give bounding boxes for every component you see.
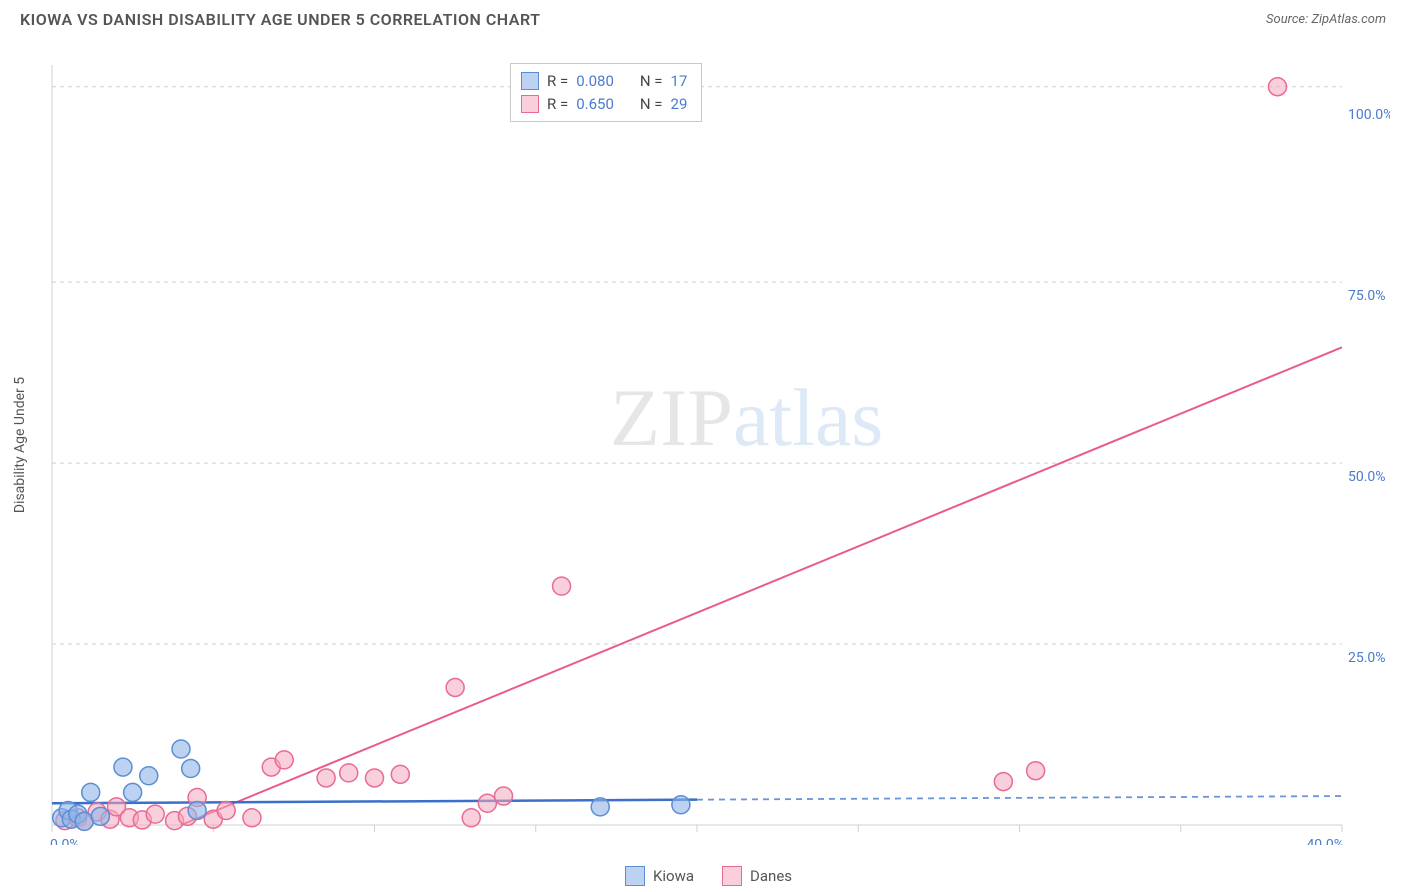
legend-label: Kiowa <box>653 865 694 888</box>
y-tick-label: 50.0% <box>1348 469 1386 485</box>
stats-legend: R =0.080N =17R =0.650N =29 <box>510 63 702 122</box>
data-point-kiowa <box>591 798 609 816</box>
data-point-danes <box>275 751 293 769</box>
trend-line-kiowa-ext <box>697 796 1342 800</box>
y-axis-label: Disability Age Under 5 <box>12 377 28 513</box>
data-point-danes <box>994 773 1012 791</box>
data-point-danes <box>146 805 164 823</box>
series-legend: Kiowa Danes <box>625 865 792 888</box>
legend-swatch <box>521 72 539 90</box>
legend-label: Danes <box>750 865 792 888</box>
data-point-kiowa <box>172 740 190 758</box>
data-point-danes <box>478 794 496 812</box>
data-point-danes <box>317 769 335 787</box>
data-point-kiowa <box>672 796 690 814</box>
legend-swatch <box>521 95 539 113</box>
data-point-danes <box>495 787 513 805</box>
x-tick-label: 0.0% <box>50 837 80 845</box>
source-attribution: Source: ZipAtlas.com <box>1266 12 1386 27</box>
scatter-chart: 25.0% 50.0% 75.0% 100.0% ZIPatlas 0.0% 40.0% <box>50 45 1390 845</box>
legend-swatch <box>625 866 645 886</box>
data-point-kiowa <box>82 783 100 801</box>
data-point-danes <box>217 802 235 820</box>
data-point-danes <box>340 764 358 782</box>
data-point-danes <box>1027 762 1045 780</box>
data-point-kiowa <box>140 767 158 785</box>
legend-swatch <box>722 866 742 886</box>
data-point-kiowa <box>182 760 200 778</box>
data-point-kiowa <box>124 783 142 801</box>
data-point-kiowa <box>114 758 132 776</box>
y-tick-label: 100.0% <box>1348 107 1390 123</box>
data-point-kiowa <box>188 802 206 820</box>
data-point-danes <box>243 809 261 827</box>
data-point-danes <box>366 769 384 787</box>
chart-title: KIOWA VS DANISH DISABILITY AGE UNDER 5 C… <box>20 10 540 29</box>
chart-header: KIOWA VS DANISH DISABILITY AGE UNDER 5 C… <box>0 0 1406 35</box>
data-point-danes <box>553 577 571 595</box>
data-point-danes <box>462 809 480 827</box>
legend-item: Danes <box>722 865 792 888</box>
x-tick-label: 40.0% <box>1306 837 1344 845</box>
data-point-danes <box>446 678 464 696</box>
watermark: ZIPatlas <box>610 372 883 463</box>
y-tick-label: 25.0% <box>1348 650 1386 666</box>
data-point-kiowa <box>75 812 93 830</box>
data-point-danes <box>391 765 409 783</box>
legend-item: Kiowa <box>625 865 694 888</box>
y-tick-label: 75.0% <box>1348 288 1386 304</box>
data-point-kiowa <box>91 807 109 825</box>
stats-legend-row: R =0.650N =29 <box>521 93 687 116</box>
data-point-danes <box>1269 78 1287 96</box>
chart-area: Disability Age Under 5 25.0%50.0%75.0%10… <box>50 45 1390 845</box>
stats-legend-row: R =0.080N =17 <box>521 70 687 93</box>
